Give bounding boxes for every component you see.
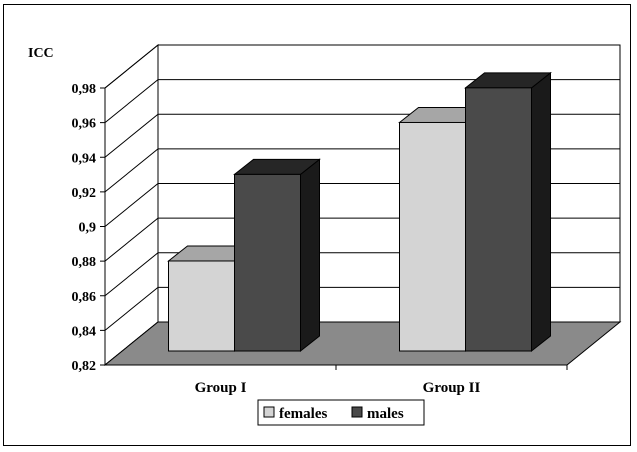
y-tick-label: 0,96	[72, 117, 97, 132]
y-axis: 0,82 0,84 0,86 0,88 0,9 0,92 0,94 0,96 0,98	[72, 82, 106, 374]
bar-front	[465, 87, 532, 352]
y-tick-label: 0,98	[72, 82, 97, 97]
bar-side	[300, 158, 320, 353]
legend: females males	[257, 399, 425, 426]
gridline	[104, 79, 620, 124]
x-tick-label: Group I	[195, 380, 247, 396]
y-tick-label: 0,88	[72, 255, 97, 270]
legend-swatch-females	[263, 406, 275, 418]
bar-males-0	[233, 158, 321, 353]
legend-label-males: males	[367, 406, 404, 422]
bars	[167, 71, 552, 353]
y-tick-label: 0,86	[72, 290, 97, 305]
y-axis-title: ICC	[28, 46, 54, 61]
legend-label-females: females	[279, 406, 327, 422]
bar-front	[234, 173, 301, 352]
x-tick-label: Group II	[423, 380, 481, 396]
bar-front	[399, 121, 466, 352]
legend-box	[257, 399, 425, 426]
bar-front	[168, 260, 235, 352]
y-tick-label: 0,9	[79, 221, 97, 236]
bar-males-1	[464, 71, 552, 353]
y-tick-label: 0,92	[72, 186, 97, 201]
legend-swatch-males	[351, 406, 363, 418]
x-axis: Group I Group II	[105, 364, 568, 396]
bar-side	[531, 71, 551, 353]
gridline	[104, 44, 620, 89]
y-tick-label: 0,84	[72, 324, 97, 339]
y-tick-label: 0,82	[72, 359, 97, 374]
y-tick-label: 0,94	[72, 151, 97, 166]
